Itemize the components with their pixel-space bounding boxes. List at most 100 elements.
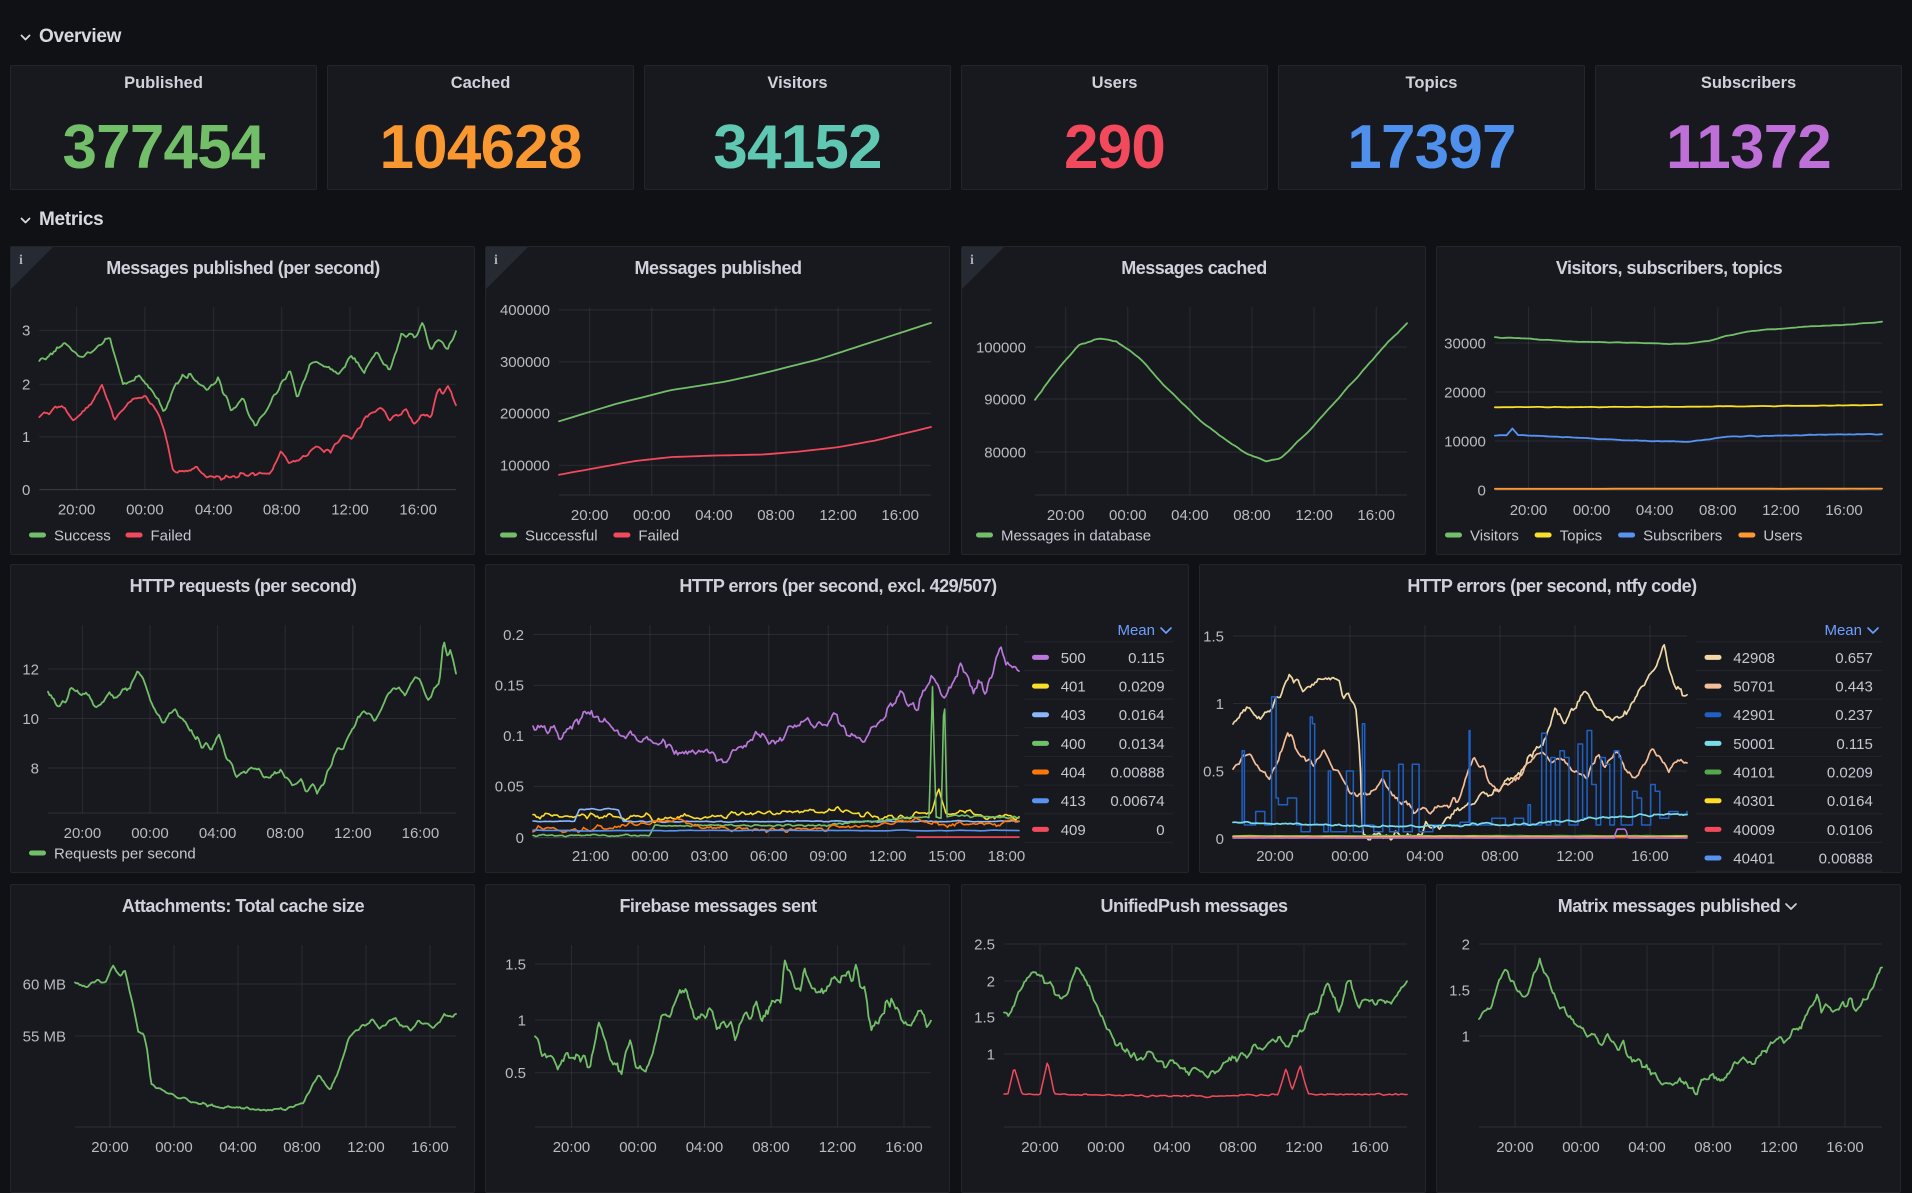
- svg-text:12:00: 12:00: [819, 1139, 857, 1156]
- svg-text:12:00: 12:00: [1285, 1139, 1323, 1156]
- svg-text:15:00: 15:00: [928, 848, 966, 865]
- svg-text:2: 2: [1462, 936, 1470, 953]
- svg-text:20:00: 20:00: [553, 1139, 591, 1156]
- svg-text:12:00: 12:00: [869, 848, 907, 865]
- svg-text:0.05: 0.05: [495, 779, 524, 796]
- svg-text:1: 1: [1462, 1028, 1470, 1045]
- svg-text:00:00: 00:00: [126, 502, 164, 519]
- svg-text:04:00: 04:00: [1171, 507, 1209, 524]
- svg-text:09:00: 09:00: [809, 848, 847, 865]
- svg-text:12:00: 12:00: [334, 825, 372, 842]
- svg-text:0.0106: 0.0106: [1827, 822, 1873, 839]
- svg-text:1: 1: [22, 429, 30, 446]
- svg-text:16:00: 16:00: [881, 507, 919, 524]
- svg-text:409: 409: [1061, 822, 1086, 839]
- svg-text:18:00: 18:00: [988, 848, 1026, 865]
- svg-text:00:00: 00:00: [633, 507, 671, 524]
- svg-text:08:00: 08:00: [1481, 848, 1519, 865]
- svg-text:Topics: Topics: [1560, 528, 1603, 545]
- svg-text:0: 0: [516, 830, 524, 847]
- svg-text:20:00: 20:00: [1047, 507, 1085, 524]
- svg-text:12:00: 12:00: [1295, 507, 1333, 524]
- svg-text:0: 0: [1216, 831, 1224, 848]
- svg-text:20:00: 20:00: [1021, 1139, 1059, 1156]
- svg-text:04:00: 04:00: [1153, 1139, 1191, 1156]
- svg-text:200000: 200000: [500, 406, 550, 423]
- svg-text:80000: 80000: [984, 444, 1026, 461]
- svg-text:40101: 40101: [1733, 765, 1775, 782]
- svg-text:400: 400: [1061, 736, 1086, 753]
- svg-text:Visitors: Visitors: [1470, 528, 1519, 545]
- svg-text:16:00: 16:00: [1357, 507, 1395, 524]
- svg-text:0.0164: 0.0164: [1119, 707, 1165, 724]
- svg-text:20000: 20000: [1444, 384, 1486, 401]
- svg-text:Firebase messages sent: Firebase messages sent: [619, 896, 817, 916]
- svg-text:0: 0: [22, 482, 30, 499]
- svg-text:20:00: 20:00: [571, 507, 609, 524]
- svg-text:400000: 400000: [500, 302, 550, 319]
- svg-text:0.00888: 0.00888: [1110, 765, 1164, 782]
- svg-text:04:00: 04:00: [1636, 502, 1674, 519]
- svg-text:0.15: 0.15: [495, 678, 524, 695]
- svg-text:0.237: 0.237: [1835, 707, 1873, 724]
- svg-text:Attachments: Total cache size: Attachments: Total cache size: [122, 896, 365, 916]
- svg-text:0.0134: 0.0134: [1119, 736, 1165, 753]
- svg-text:30000: 30000: [1444, 335, 1486, 352]
- svg-text:20:00: 20:00: [58, 502, 96, 519]
- svg-text:00:00: 00:00: [619, 1139, 657, 1156]
- svg-text:2: 2: [987, 973, 995, 990]
- svg-text:04:00: 04:00: [219, 1139, 257, 1156]
- svg-text:100000: 100000: [500, 458, 550, 475]
- svg-text:20:00: 20:00: [1256, 848, 1294, 865]
- svg-text:Successful: Successful: [525, 528, 598, 545]
- svg-text:1.5: 1.5: [1203, 628, 1224, 645]
- svg-text:00:00: 00:00: [1573, 502, 1611, 519]
- svg-text:0.5: 0.5: [505, 1065, 526, 1082]
- svg-text:08:00: 08:00: [1699, 502, 1737, 519]
- svg-text:00:00: 00:00: [631, 848, 669, 865]
- svg-text:3: 3: [22, 323, 30, 340]
- svg-text:1.5: 1.5: [505, 956, 526, 973]
- svg-text:Users: Users: [1763, 528, 1802, 545]
- svg-text:Messages in database: Messages in database: [1001, 528, 1151, 545]
- svg-text:60 MB: 60 MB: [23, 976, 66, 993]
- svg-text:12: 12: [22, 661, 39, 678]
- svg-text:403: 403: [1061, 707, 1086, 724]
- svg-text:12:00: 12:00: [1762, 502, 1800, 519]
- svg-text:08:00: 08:00: [283, 1139, 321, 1156]
- svg-text:16:00: 16:00: [1826, 1139, 1864, 1156]
- svg-text:08:00: 08:00: [1233, 507, 1271, 524]
- svg-text:04:00: 04:00: [199, 825, 237, 842]
- svg-text:10: 10: [22, 711, 39, 728]
- svg-text:300000: 300000: [500, 354, 550, 371]
- svg-text:2: 2: [22, 377, 30, 394]
- svg-text:55 MB: 55 MB: [23, 1028, 66, 1045]
- svg-text:500: 500: [1061, 650, 1086, 667]
- svg-text:20:00: 20:00: [1510, 502, 1548, 519]
- svg-text:1: 1: [987, 1046, 995, 1063]
- svg-text:0.115: 0.115: [1128, 650, 1164, 667]
- svg-text:50701: 50701: [1733, 679, 1775, 696]
- svg-text:1: 1: [1216, 696, 1224, 713]
- svg-text:12:00: 12:00: [331, 502, 369, 519]
- svg-text:04:00: 04:00: [1628, 1139, 1666, 1156]
- svg-text:0: 0: [1478, 482, 1486, 499]
- svg-text:0.0209: 0.0209: [1827, 765, 1873, 782]
- svg-text:03:00: 03:00: [691, 848, 729, 865]
- svg-text:Messages published (per second: Messages published (per second): [106, 258, 380, 278]
- svg-text:UnifiedPush messages: UnifiedPush messages: [1100, 896, 1288, 916]
- svg-text:0.5: 0.5: [1203, 763, 1224, 780]
- svg-text:16:00: 16:00: [1825, 502, 1863, 519]
- svg-text:1: 1: [518, 1012, 526, 1029]
- svg-text:Matrix messages published: Matrix messages published: [1558, 896, 1781, 916]
- svg-text:40401: 40401: [1733, 851, 1775, 868]
- svg-text:0: 0: [1156, 822, 1164, 839]
- svg-text:0.0209: 0.0209: [1119, 679, 1165, 696]
- svg-text:HTTP errors (per second, excl.: HTTP errors (per second, excl. 429/507): [679, 576, 997, 596]
- svg-text:20:00: 20:00: [64, 825, 102, 842]
- svg-text:16:00: 16:00: [1351, 1139, 1389, 1156]
- svg-text:08:00: 08:00: [266, 825, 304, 842]
- svg-text:401: 401: [1061, 679, 1086, 696]
- svg-text:16:00: 16:00: [885, 1139, 923, 1156]
- svg-text:0.0164: 0.0164: [1827, 793, 1873, 810]
